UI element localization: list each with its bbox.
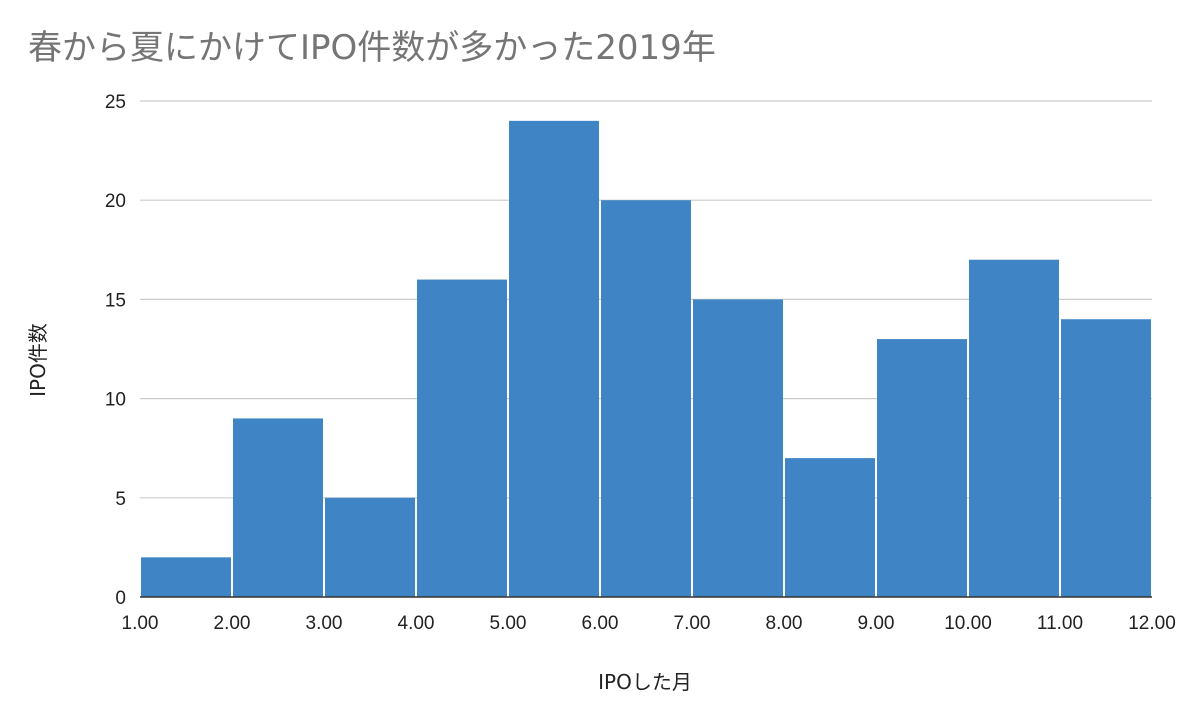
histogram-bar: [325, 497, 415, 597]
x-tick-label: 4.00: [398, 613, 435, 634]
x-tick-label: 6.00: [582, 613, 619, 634]
bars: [141, 120, 1151, 597]
x-tick-label: 11.00: [1037, 613, 1083, 634]
histogram-bar: [417, 279, 507, 597]
histogram-bar: [1061, 319, 1151, 597]
histogram-bar: [969, 259, 1059, 597]
y-tick-label: 25: [105, 92, 126, 113]
x-tick-label: 3.00: [306, 613, 343, 634]
histogram-bar: [601, 200, 691, 597]
x-tick-label: 10.00: [944, 613, 992, 634]
x-tick-label: 5.00: [490, 613, 527, 634]
histogram-bar: [693, 299, 783, 597]
x-tick-label: 7.00: [674, 613, 711, 634]
chart-title: 春から夏にかけてIPO件数が多かった2019年: [28, 28, 716, 68]
y-tick-label: 0: [115, 588, 126, 609]
x-tick-label: 9.00: [858, 613, 895, 634]
histogram-bar: [785, 458, 875, 597]
histogram-bar: [509, 120, 599, 597]
y-tick-label: 20: [105, 191, 126, 212]
histogram-bar: [233, 418, 323, 597]
x-axis-ticks: 1.00 2.00 3.00 4.00 5.00 6.00 7.00 8.00 9.00 10.0…: [122, 613, 1176, 634]
y-tick-label: 15: [105, 290, 126, 311]
x-tick-label: 8.00: [766, 613, 803, 634]
x-axis-label: IPOした月: [598, 670, 692, 694]
y-axis-ticks: 0 5 10 15 20 25: [105, 92, 126, 609]
x-tick-label: 12.00: [1128, 613, 1176, 634]
y-axis-label: IPO件数: [26, 323, 50, 397]
y-tick-label: 10: [105, 390, 126, 411]
x-tick-label: 2.00: [214, 613, 251, 634]
histogram-bar: [141, 557, 231, 597]
x-tick-label: 1.00: [122, 613, 159, 634]
histogram-bar: [877, 339, 967, 597]
y-tick-label: 5: [115, 489, 126, 510]
